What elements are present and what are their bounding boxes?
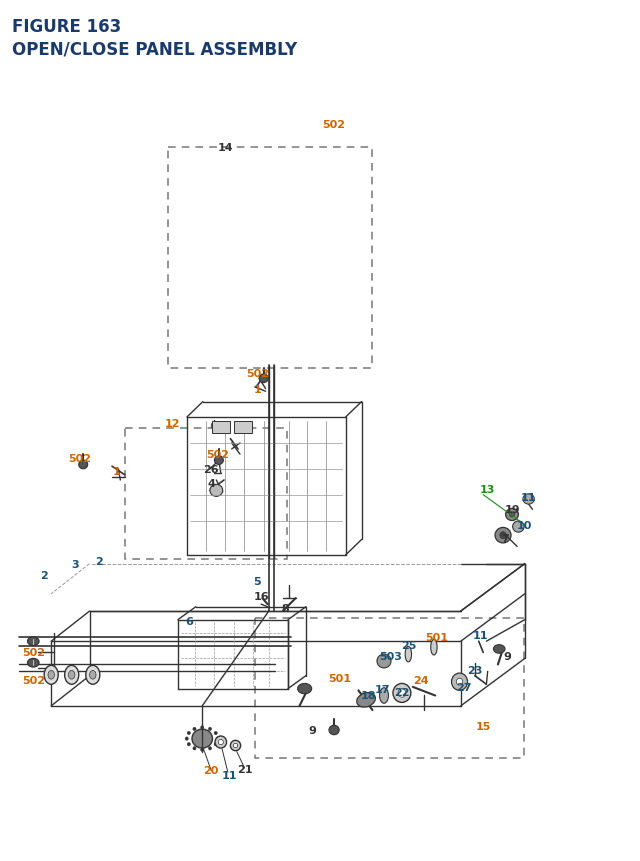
Text: 21: 21 xyxy=(237,764,253,774)
Ellipse shape xyxy=(523,494,534,505)
Text: 11: 11 xyxy=(221,770,237,780)
Text: 13: 13 xyxy=(480,484,495,494)
Ellipse shape xyxy=(215,736,227,748)
Text: OPEN/CLOSE PANEL ASSEMBLY: OPEN/CLOSE PANEL ASSEMBLY xyxy=(12,40,297,58)
Text: 25: 25 xyxy=(401,641,416,651)
Text: 502: 502 xyxy=(68,453,92,463)
Ellipse shape xyxy=(513,521,524,532)
Text: 502: 502 xyxy=(246,369,269,379)
Ellipse shape xyxy=(431,640,437,655)
Text: 19: 19 xyxy=(504,505,520,515)
Text: 23: 23 xyxy=(467,665,483,675)
Ellipse shape xyxy=(506,509,518,521)
Bar xyxy=(234,421,252,434)
Ellipse shape xyxy=(28,637,39,646)
Text: 7: 7 xyxy=(502,533,509,543)
Ellipse shape xyxy=(188,742,191,746)
Ellipse shape xyxy=(298,684,312,694)
Ellipse shape xyxy=(509,512,515,517)
Text: 22: 22 xyxy=(394,687,410,697)
Text: 5: 5 xyxy=(253,576,261,586)
Text: 6: 6 xyxy=(185,616,193,627)
Ellipse shape xyxy=(210,485,223,497)
Text: 1: 1 xyxy=(113,467,120,477)
Ellipse shape xyxy=(398,689,406,697)
Ellipse shape xyxy=(216,737,220,740)
Ellipse shape xyxy=(214,456,223,465)
Bar xyxy=(125,429,287,560)
Ellipse shape xyxy=(329,725,339,734)
Ellipse shape xyxy=(233,743,238,747)
Ellipse shape xyxy=(86,666,100,684)
Bar xyxy=(168,148,372,369)
Ellipse shape xyxy=(218,740,223,745)
Text: 10: 10 xyxy=(517,520,532,530)
Ellipse shape xyxy=(209,746,212,750)
Bar xyxy=(255,618,524,758)
Ellipse shape xyxy=(192,729,212,748)
Ellipse shape xyxy=(65,666,79,684)
Text: 16: 16 xyxy=(253,592,269,602)
Ellipse shape xyxy=(500,532,506,539)
Text: 11: 11 xyxy=(472,630,488,641)
Ellipse shape xyxy=(405,647,412,662)
Ellipse shape xyxy=(48,671,54,679)
Text: 1: 1 xyxy=(253,384,261,394)
Ellipse shape xyxy=(185,737,188,740)
Text: 502: 502 xyxy=(22,675,45,685)
Text: 8: 8 xyxy=(281,603,289,613)
Text: 27: 27 xyxy=(456,682,472,692)
Ellipse shape xyxy=(90,671,96,679)
Ellipse shape xyxy=(79,461,88,469)
Text: 14: 14 xyxy=(218,143,233,153)
Text: 18: 18 xyxy=(360,691,376,701)
Text: FIGURE 163: FIGURE 163 xyxy=(12,18,121,36)
Ellipse shape xyxy=(495,528,511,543)
Ellipse shape xyxy=(380,688,388,703)
Ellipse shape xyxy=(356,693,376,707)
Ellipse shape xyxy=(44,666,58,684)
Text: 9: 9 xyxy=(308,725,316,735)
Text: 503: 503 xyxy=(379,651,402,661)
Text: 17: 17 xyxy=(375,684,390,694)
Text: 502: 502 xyxy=(206,449,229,460)
Text: 26: 26 xyxy=(204,464,219,474)
Ellipse shape xyxy=(456,678,463,685)
Text: 24: 24 xyxy=(413,675,429,685)
Ellipse shape xyxy=(230,740,241,751)
Ellipse shape xyxy=(68,671,75,679)
Ellipse shape xyxy=(201,748,204,752)
Text: 11: 11 xyxy=(520,492,536,503)
Text: 9: 9 xyxy=(504,651,511,661)
Ellipse shape xyxy=(259,375,268,383)
Text: 12: 12 xyxy=(165,418,180,429)
Ellipse shape xyxy=(211,423,218,430)
Text: 20: 20 xyxy=(204,765,219,776)
Text: 501: 501 xyxy=(328,673,351,684)
Ellipse shape xyxy=(28,659,39,667)
Text: 2: 2 xyxy=(40,570,47,580)
Ellipse shape xyxy=(193,728,196,731)
Ellipse shape xyxy=(493,645,505,653)
Text: 2: 2 xyxy=(95,556,103,567)
Ellipse shape xyxy=(214,742,217,746)
Text: 3: 3 xyxy=(72,559,79,569)
Ellipse shape xyxy=(188,732,191,735)
Ellipse shape xyxy=(393,684,411,703)
Text: 501: 501 xyxy=(425,632,448,642)
Text: 502: 502 xyxy=(323,120,346,130)
Ellipse shape xyxy=(201,726,204,729)
Bar xyxy=(212,421,230,434)
Ellipse shape xyxy=(193,746,196,750)
Text: 15: 15 xyxy=(476,721,491,731)
Ellipse shape xyxy=(452,673,467,691)
Ellipse shape xyxy=(209,728,212,731)
Text: 4: 4 xyxy=(207,479,215,489)
Ellipse shape xyxy=(377,654,391,668)
Ellipse shape xyxy=(214,731,217,734)
Text: 502: 502 xyxy=(22,647,45,658)
